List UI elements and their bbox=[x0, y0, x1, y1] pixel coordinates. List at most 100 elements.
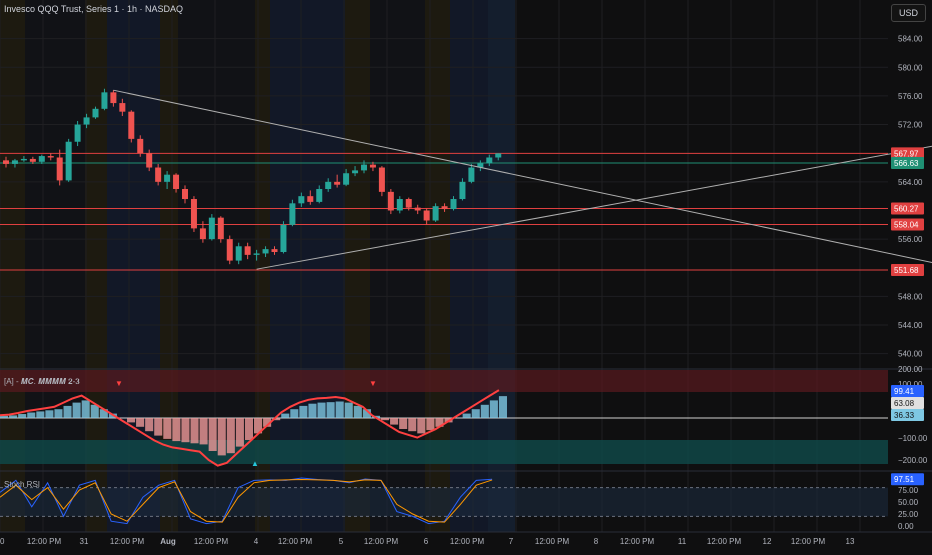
histogram-bar bbox=[199, 418, 208, 445]
candle-body bbox=[182, 189, 188, 200]
candle-body bbox=[164, 174, 171, 182]
price-tick-label: 564.00 bbox=[898, 178, 923, 187]
candle-body bbox=[155, 167, 162, 182]
candle-body bbox=[235, 246, 242, 261]
time-axis-label: 8 bbox=[594, 537, 599, 546]
histogram-bar bbox=[45, 410, 54, 418]
stoch-rsi-label[interactable]: Stoch RSI bbox=[4, 480, 41, 489]
histogram-bar bbox=[381, 418, 390, 421]
histogram-bar bbox=[127, 418, 136, 423]
currency-button[interactable]: USD bbox=[891, 4, 926, 22]
stoch-tick-label: 50.00 bbox=[898, 498, 919, 507]
candle-body bbox=[146, 153, 153, 168]
histogram-bar bbox=[217, 418, 226, 456]
stoch-badge bbox=[891, 473, 924, 486]
histogram-bar bbox=[399, 418, 408, 429]
oscillator-badge-label: 36.33 bbox=[894, 411, 915, 420]
oversold-zone bbox=[0, 440, 888, 464]
histogram-bar bbox=[36, 411, 45, 418]
histogram-bar bbox=[226, 418, 235, 454]
candle-body bbox=[271, 249, 278, 253]
histogram-bar bbox=[263, 418, 272, 427]
price-badge bbox=[891, 218, 924, 231]
histogram-bar bbox=[254, 418, 263, 434]
candle-body bbox=[3, 160, 9, 164]
price-badge bbox=[891, 157, 924, 170]
price-badge-label: 566.63 bbox=[894, 159, 919, 168]
stoch-tick-label: 25.00 bbox=[898, 510, 919, 519]
histogram-bar bbox=[163, 418, 172, 439]
candle-body bbox=[325, 181, 332, 189]
histogram-bar bbox=[471, 409, 480, 418]
candle-body bbox=[486, 157, 493, 164]
time-axis-label: 7 bbox=[509, 537, 514, 546]
candle-body bbox=[29, 158, 36, 162]
histogram-bar bbox=[81, 400, 90, 418]
candle-body bbox=[38, 156, 45, 162]
histogram-bar bbox=[417, 418, 426, 434]
candle-body bbox=[101, 92, 108, 109]
histogram-bar bbox=[145, 418, 154, 432]
time-axis-label: 12:00 PM bbox=[791, 537, 826, 546]
histogram-bar bbox=[317, 402, 326, 418]
stoch-k-line bbox=[0, 477, 493, 525]
time-axis-label: 12:00 PM bbox=[450, 537, 485, 546]
time-axis-label: 6 bbox=[424, 537, 429, 546]
sell-signal-marker: ▼ bbox=[115, 379, 123, 388]
histogram-bar bbox=[136, 418, 145, 427]
candle-body bbox=[74, 124, 81, 142]
oscillator-label[interactable]: [A] - 𝑴𝑪. 𝑴𝑴𝑴𝑴 𝟐-𝟑 bbox=[4, 377, 80, 386]
histogram-bar bbox=[299, 405, 308, 418]
candle-body bbox=[137, 138, 144, 154]
candle-body bbox=[20, 158, 27, 161]
price-tick-label: 580.00 bbox=[898, 63, 923, 72]
candle-body bbox=[307, 196, 314, 202]
candle-body bbox=[289, 203, 296, 225]
sell-signal-marker: ▼ bbox=[369, 379, 377, 388]
histogram-bar bbox=[326, 402, 335, 418]
candle-body bbox=[11, 160, 18, 164]
price-badge bbox=[891, 264, 924, 277]
oscillator-badge bbox=[891, 385, 924, 397]
price-badge-label: 567.97 bbox=[894, 149, 919, 158]
histogram-bar bbox=[9, 415, 18, 418]
price-tick-label: 540.00 bbox=[898, 350, 923, 359]
price-badge bbox=[891, 202, 924, 215]
histogram-bar bbox=[27, 412, 36, 418]
histogram-bar bbox=[498, 396, 507, 418]
oscillator-tick-label: −200.00 bbox=[898, 456, 928, 465]
histogram-bar bbox=[362, 409, 371, 418]
price-tick-label: 556.00 bbox=[898, 235, 923, 244]
candle-body bbox=[226, 239, 233, 261]
oscillator-tick-label: −100.00 bbox=[898, 434, 928, 443]
histogram-bar bbox=[244, 418, 253, 440]
candle-body bbox=[369, 164, 376, 168]
histogram-bar bbox=[462, 413, 471, 418]
price-badge-label: 558.04 bbox=[894, 221, 919, 230]
histogram-bar bbox=[353, 405, 362, 418]
histogram-bar bbox=[335, 401, 344, 418]
candle-body bbox=[65, 141, 72, 181]
histogram-bar bbox=[235, 418, 244, 447]
candle-body bbox=[405, 199, 412, 208]
buy-signal-marker: ▲ bbox=[251, 459, 259, 468]
price-badge bbox=[891, 147, 924, 160]
candle-body bbox=[280, 224, 287, 253]
candle-body bbox=[468, 167, 475, 182]
candle-body bbox=[432, 206, 439, 221]
symbol-title[interactable]: Invesco QQQ Trust, Series 1 · 1h · NASDA… bbox=[4, 4, 184, 14]
trendline-descending bbox=[113, 89, 932, 263]
candle-body bbox=[298, 196, 305, 204]
histogram-bar bbox=[390, 418, 399, 425]
candle-body bbox=[334, 181, 341, 185]
candle-body bbox=[208, 217, 215, 240]
oscillator-badge-label: 63.08 bbox=[894, 399, 915, 408]
candle-body bbox=[92, 108, 99, 118]
time-axis-label: 31 bbox=[80, 537, 89, 546]
oscillator-tick-label: 200.00 bbox=[898, 365, 923, 374]
price-tick-label: 544.00 bbox=[898, 321, 923, 330]
candle-body bbox=[119, 103, 126, 112]
time-axis-label: Aug bbox=[160, 537, 176, 546]
